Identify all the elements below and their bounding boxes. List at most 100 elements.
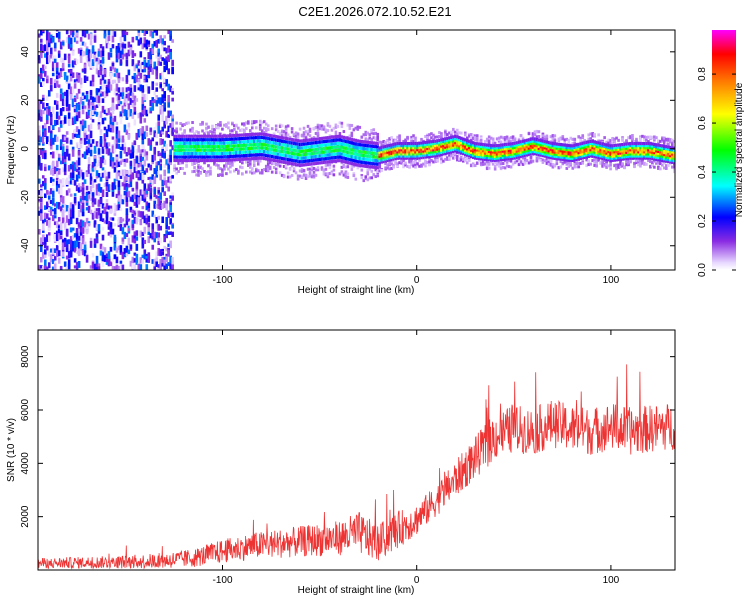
heatmap-cell [326, 175, 330, 179]
heatmap-cell [121, 182, 125, 187]
heatmap-cell [254, 153, 258, 157]
heatmap-cell [165, 217, 168, 225]
heatmap-cell [458, 135, 461, 140]
heatmap-cell [316, 131, 320, 135]
heatmap-cell [211, 130, 214, 134]
heatmap-cell [185, 151, 188, 156]
heatmap-cell [131, 263, 135, 270]
heatmap-cell [51, 169, 55, 176]
heatmap-cell [328, 139, 332, 143]
heatmap-cell [374, 136, 378, 140]
heatmap-cell [161, 100, 165, 104]
heatmap-cell [173, 155, 176, 159]
heatmap-cell [416, 143, 419, 148]
heatmap-cell [75, 174, 79, 182]
heatmap-cell [131, 92, 135, 97]
heatmap-cell [312, 174, 316, 178]
heatmap-cell [67, 217, 71, 226]
heatmap-cell [467, 139, 471, 143]
heatmap-cell [400, 161, 403, 165]
heatmap-cell [47, 165, 51, 171]
heatmap-cell [73, 265, 77, 269]
heatmap-cell [205, 155, 208, 159]
heatmap-cell [428, 160, 431, 164]
heatmap-cell [201, 141, 204, 145]
heatmap-cell [424, 147, 427, 151]
heatmap-cell [45, 189, 49, 195]
heatmap-cell [163, 163, 166, 169]
heatmap-cell [418, 164, 421, 168]
heatmap-cell [499, 140, 503, 144]
heatmap-cell [123, 146, 127, 154]
heatmap-cell [151, 48, 155, 55]
heatmap-cell [223, 144, 226, 149]
heatmap-cell [219, 173, 222, 177]
heatmap-cell [159, 200, 163, 206]
heatmap-cell [398, 136, 401, 140]
heatmap-cell [306, 175, 310, 179]
heatmap-cell [121, 49, 125, 55]
heatmap-cell [65, 266, 69, 270]
heatmap-cell [380, 147, 383, 152]
heatmap-cell [38, 60, 41, 64]
heatmap-cell [250, 126, 254, 130]
heatmap-cell [354, 149, 358, 153]
heatmap-cell [109, 107, 113, 111]
heatmap-cell [131, 75, 135, 80]
heatmap-cell [481, 155, 485, 159]
heatmap-cell [258, 153, 262, 157]
heatmap-cell [227, 161, 230, 165]
heatmap-cell [39, 38, 43, 43]
heatmap-cell [487, 156, 491, 160]
heatmap-cell [334, 138, 338, 142]
heatmap-cell [394, 162, 397, 166]
heatmap-cell [141, 178, 145, 184]
heatmap-cell [243, 133, 246, 137]
heatmap-cell [344, 153, 348, 157]
heatmap-cell [284, 143, 288, 147]
heatmap-cell [467, 158, 471, 162]
heatmap-cell [235, 124, 238, 128]
heatmap-cell [452, 135, 455, 139]
heatmap-cell [91, 188, 95, 193]
heatmap-cell [380, 156, 383, 160]
heatmap-cell [153, 64, 157, 70]
heatmap-cell [471, 149, 475, 153]
heatmap-cell [71, 133, 75, 139]
heatmap-cell [111, 102, 115, 110]
heatmap-cell [63, 159, 67, 167]
heatmap-cell [55, 184, 59, 192]
heatmap-cell [310, 141, 314, 145]
heatmap-cell [89, 53, 93, 59]
heatmap-cell [432, 154, 435, 158]
heatmap-cell [326, 123, 330, 127]
heatmap-cell [67, 63, 71, 68]
heatmap-cell [123, 53, 127, 57]
heatmap-cell [420, 153, 423, 158]
heatmap-cell [207, 134, 210, 138]
heatmap-cell [481, 147, 485, 151]
heatmap-cell [155, 122, 159, 128]
heatmap-cell [67, 112, 71, 119]
heatmap-cell [163, 259, 166, 267]
heatmap-cell [294, 149, 298, 153]
heatmap-cell [59, 41, 63, 50]
heatmap-cell [95, 265, 99, 270]
heatmap-cell [115, 121, 119, 126]
heatmap-cell [314, 168, 318, 172]
heatmap-cell [217, 145, 220, 149]
heatmap-cell [71, 32, 75, 38]
heatmap-cell [121, 77, 125, 82]
heatmap-cell [469, 140, 473, 144]
heatmap-cell [444, 149, 447, 153]
heatmap-cell [416, 154, 419, 158]
heatmap-cell [203, 161, 206, 165]
heatmap-cell [87, 99, 91, 106]
heatmap-cell [350, 141, 354, 145]
heatmap-cell [117, 180, 121, 188]
heatmap-cell [458, 142, 461, 146]
heatmap-cell [137, 39, 141, 46]
heatmap-cell [501, 157, 505, 162]
heatmap-cell [143, 159, 147, 167]
heatmap-cell [141, 30, 145, 33]
